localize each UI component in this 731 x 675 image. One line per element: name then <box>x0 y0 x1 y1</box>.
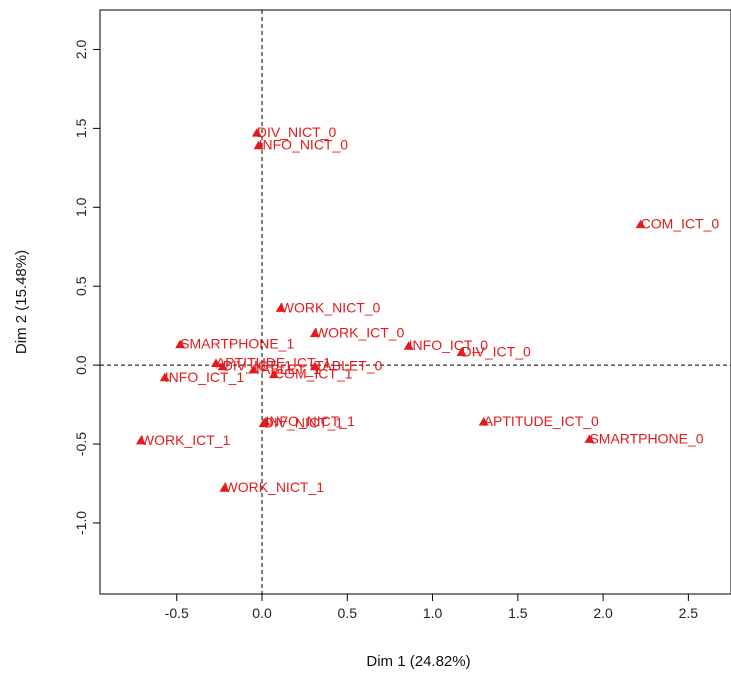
point-label: APTITUDE_ICT_1 <box>216 355 331 371</box>
point-marker <box>217 361 228 371</box>
point-label: INFO_ICT_0 <box>409 337 489 353</box>
point-marker <box>584 434 595 443</box>
point-marker <box>248 364 259 374</box>
point-marker <box>403 341 414 350</box>
x-axis-title: Dim 1 (24.82%) <box>366 653 470 670</box>
y-tick-label: 0.5 <box>73 276 89 296</box>
reference-lines <box>100 10 731 594</box>
point-label: DIV_ICT_1 <box>223 358 292 374</box>
point-label: INFO_NICT_1 <box>265 413 355 429</box>
point-label: INFO_ICT_1 <box>165 369 245 385</box>
x-tick-label: 2.5 <box>679 605 699 621</box>
y-tick-label: -1.0 <box>73 511 89 535</box>
point-marker <box>253 140 264 150</box>
point-label: COM_ICT_1 <box>274 366 353 382</box>
point-label: TABLET_1 <box>253 361 321 377</box>
point-marker <box>635 219 646 229</box>
point-marker <box>309 328 320 338</box>
point-label: SMARTPHONE_0 <box>589 430 703 446</box>
x-tick-label: 2.0 <box>593 605 613 621</box>
y-tick-label: -0.5 <box>73 432 89 456</box>
x-tick-label: 1.5 <box>508 605 528 621</box>
y-tick-label: 1.5 <box>73 118 89 138</box>
point-label: SMARTPHONE_1 <box>180 336 294 352</box>
point-marker <box>175 339 186 349</box>
point-label: DIV_NICT_0 <box>257 124 337 140</box>
point-label: TABLET_0 <box>315 358 383 374</box>
x-tick-label: 1.0 <box>423 605 443 621</box>
point-marker <box>268 369 279 379</box>
y-tick-label: 1.0 <box>73 197 89 217</box>
point-label: WORK_NICT_1 <box>224 479 324 495</box>
point-marker <box>309 361 320 371</box>
point-label: DIV_ICT_0 <box>462 344 531 360</box>
x-tick-label: 0.0 <box>252 605 272 621</box>
plot-frame <box>99 9 731 595</box>
point-marker <box>251 128 262 137</box>
point-marker <box>219 483 230 492</box>
point-label: INFO_NICT_0 <box>259 137 349 153</box>
point-label: WORK_ICT_0 <box>315 325 405 341</box>
y-tick-label: 2.0 <box>73 40 89 60</box>
y-tick-label: 0.0 <box>73 355 89 375</box>
point-label: APTITUDE_ICT_0 <box>484 413 599 429</box>
point-marker <box>210 358 221 368</box>
point-marker <box>478 416 489 426</box>
point-label: DIV_NICT_1 <box>264 415 344 431</box>
x-axis: -0.5 0.0 0.5 1.0 1.5 2.0 2.5 <box>165 594 699 621</box>
y-axis: -1.0 -0.5 0.0 0.5 1.0 1.5 2.0 <box>73 40 100 535</box>
x-tick-label: -0.5 <box>165 605 189 621</box>
point-marker <box>258 418 269 428</box>
x-tick-label: 0.5 <box>338 605 358 621</box>
point-label: COM_ICT_0 <box>641 216 720 232</box>
y-axis-title: Dim 2 (15.48%) <box>13 250 30 354</box>
point-marker <box>456 347 467 357</box>
point-label: WORK_NICT_0 <box>281 299 381 315</box>
point-marker <box>135 435 146 445</box>
point-marker <box>275 303 286 312</box>
point-marker <box>159 372 170 382</box>
point-label: WORK_ICT_1 <box>141 432 231 448</box>
